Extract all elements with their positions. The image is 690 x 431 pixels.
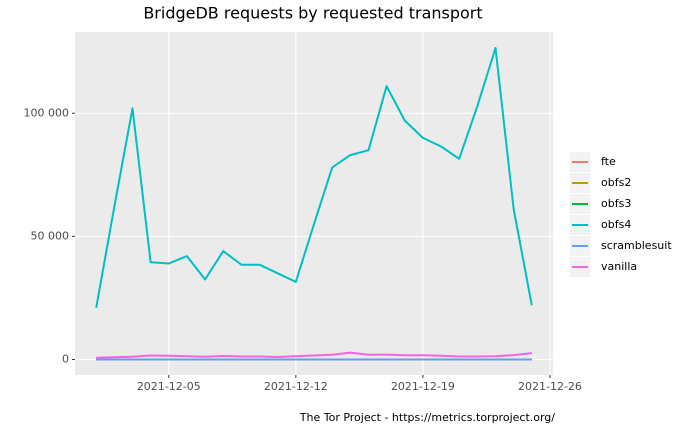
legend-label: fte bbox=[601, 155, 616, 168]
legend-label: obfs2 bbox=[601, 176, 631, 189]
x-tick-label: 2021-12-05 bbox=[137, 380, 201, 393]
x-tick-label: 2021-12-26 bbox=[518, 380, 582, 393]
x-tick-label: 2021-12-12 bbox=[264, 380, 328, 393]
legend-label: obfs3 bbox=[601, 197, 631, 210]
y-tick-label: 0 bbox=[62, 352, 69, 365]
x-tick-label: 2021-12-19 bbox=[391, 380, 455, 393]
series-line bbox=[96, 351, 532, 359]
series-line bbox=[95, 47, 533, 308]
y-tick-label: 100 000 bbox=[24, 106, 70, 119]
panel bbox=[75, 32, 553, 375]
chart-title: BridgeDB requests by requested transport bbox=[143, 4, 482, 23]
y-tick-label: 50 000 bbox=[31, 229, 70, 242]
caption: The Tor Project - https://metrics.torpro… bbox=[299, 411, 556, 424]
legend-label: vanilla bbox=[601, 260, 637, 273]
legend-label: obfs4 bbox=[601, 218, 631, 231]
legend-label: scramblesuit bbox=[601, 239, 672, 252]
